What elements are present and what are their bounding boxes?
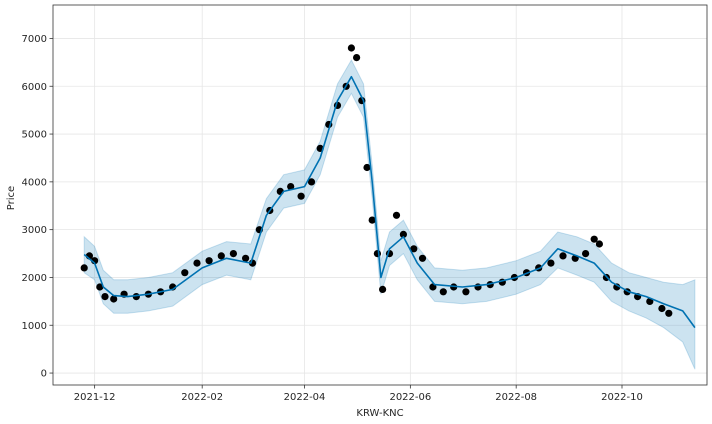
observed-point [110,295,118,303]
y-tick-label: 6000 [22,82,47,93]
y-axis-title: Price [6,186,17,210]
observed-point [363,163,371,172]
forecast-line-group [83,75,696,329]
observed-point [205,257,213,265]
x-tick-label: 2022-08 [495,392,537,403]
forecast-line [83,75,696,329]
y-tick-label: 2000 [22,273,47,284]
observed-point [379,285,387,293]
observed-point [96,283,104,291]
observed-point [582,250,590,258]
observed-point [418,254,427,262]
x-tick-label: 2022-10 [601,392,643,403]
observed-point [665,309,673,317]
observed-point [297,192,305,200]
observed-point [101,293,109,301]
observed-point [410,245,418,253]
observed-point [439,288,447,296]
y-tick-label: 4000 [22,177,47,188]
observed-point [193,259,201,267]
observed-point [590,235,598,243]
observed-point [80,264,88,272]
observed-point [373,250,381,258]
uncertainty-interval [83,58,696,370]
x-tick-label: 2022-06 [389,392,431,403]
plot-frame [52,4,708,386]
observed-point [595,240,604,248]
x-axis-ticks: 2021-12 2022-02 2022-04 2022-06 2022-08 2022-… [74,385,643,403]
observed-point [368,216,376,224]
observed-point [462,288,470,296]
y-axis-ticks: 0 1000 2000 3000 4000 5000 6000 7000 [22,34,53,380]
x-tick-label: 2022-04 [284,392,326,403]
y-tick-label: 3000 [22,225,47,236]
uncertainty-band [83,58,696,370]
x-axis-title: KRW-KNC [356,408,403,419]
x-tick-label: 2022-02 [181,392,223,403]
grid-lines [53,5,707,385]
y-tick-label: 5000 [22,130,47,141]
observed-point [287,183,295,191]
observed-point [242,254,250,262]
observed-point [229,250,237,258]
observed-point [658,304,666,313]
observed-point [547,259,555,267]
y-tick-label: 7000 [22,34,47,45]
observed-point [399,230,407,238]
observed-point [392,211,401,219]
observed-point [353,54,361,62]
y-tick-label: 0 [41,369,47,380]
observed-point [347,44,355,52]
observed-point [217,252,225,260]
observed-point [307,178,316,186]
observed-point [559,252,567,260]
y-tick-label: 1000 [22,321,47,332]
plot-area-background [53,5,707,385]
observed-point [181,269,189,277]
x-tick-label: 2021-12 [74,392,116,403]
